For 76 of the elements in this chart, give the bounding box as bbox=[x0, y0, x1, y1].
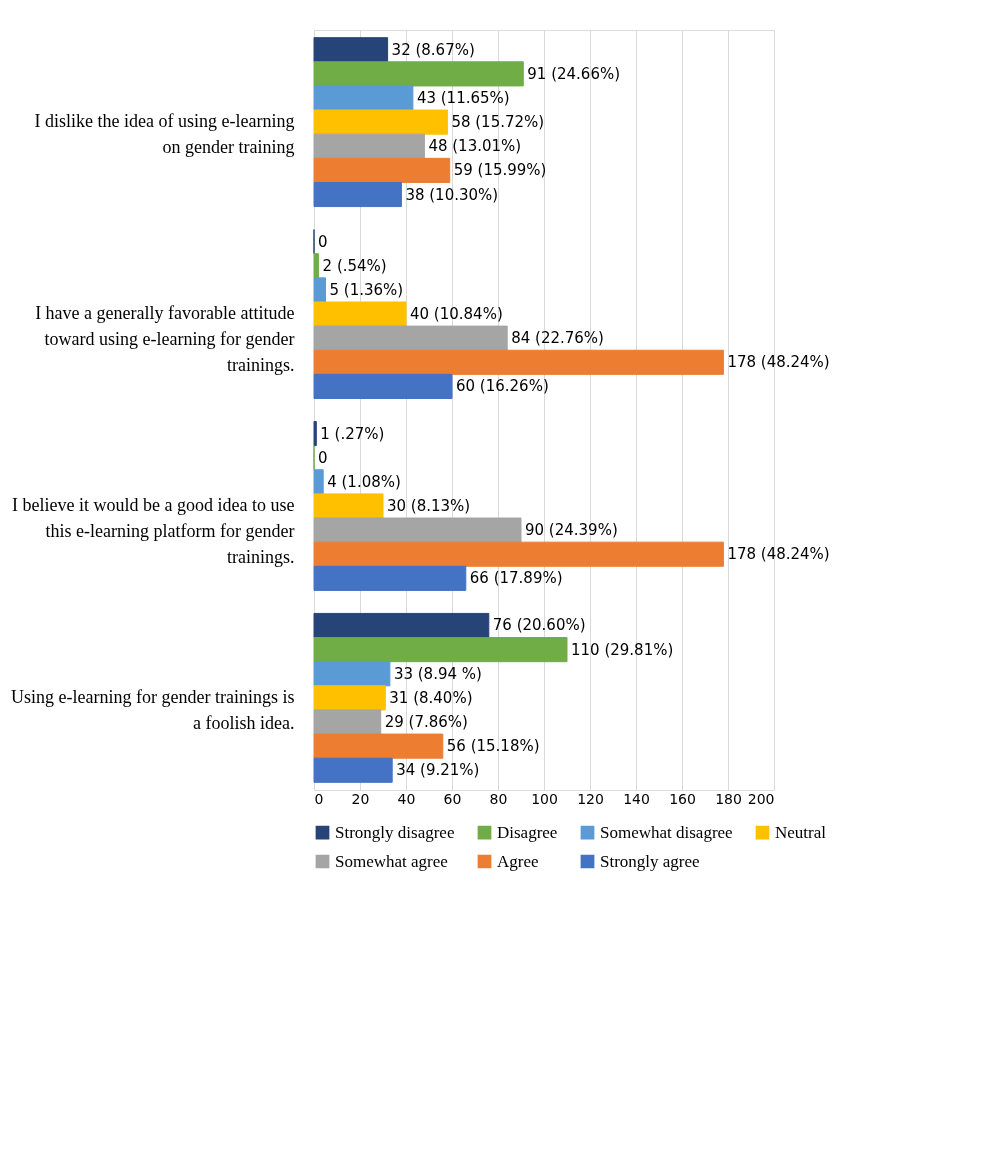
bar bbox=[313, 493, 384, 519]
data-label: 32 (8.67%) bbox=[391, 40, 475, 59]
bar bbox=[313, 109, 448, 135]
bar bbox=[313, 661, 391, 687]
data-label: 90 (24.39%) bbox=[525, 521, 618, 540]
bar bbox=[313, 685, 386, 711]
bar bbox=[313, 612, 490, 639]
data-label: 0 bbox=[318, 232, 328, 251]
data-label: 178 (48.24%) bbox=[727, 545, 830, 564]
bar bbox=[313, 349, 724, 375]
data-label: 34 (9.21%) bbox=[396, 761, 480, 780]
bar bbox=[313, 709, 382, 735]
data-label: 110 (29.81%) bbox=[571, 640, 674, 659]
x-tick-label: 200 bbox=[747, 790, 775, 807]
bar bbox=[313, 133, 425, 159]
x-tick-label: 0 bbox=[314, 790, 324, 807]
bar bbox=[313, 517, 522, 543]
x-tick-label: 20 bbox=[351, 790, 370, 807]
data-label: 2 (.54%) bbox=[322, 256, 387, 275]
data-label: 30 (8.13%) bbox=[387, 496, 471, 515]
data-label: 58 (15.72%) bbox=[451, 113, 545, 132]
data-label: 91 (24.66%) bbox=[527, 64, 621, 83]
x-tick-label: 60 bbox=[443, 790, 462, 807]
data-label: 5 (1.36%) bbox=[329, 280, 404, 299]
y-tick-label: I dislike the idea of using e-learning on gender training bbox=[34, 111, 295, 158]
data-label: 4 (1.08%) bbox=[327, 472, 401, 491]
legend-label: Agree bbox=[497, 851, 539, 871]
data-label: 31 (8.40%) bbox=[389, 688, 473, 707]
x-tick-label: 140 bbox=[623, 790, 650, 807]
x-tick-label: 100 bbox=[531, 790, 558, 807]
data-label: 40 (10.84%) bbox=[410, 305, 503, 324]
legend-label: Somewhat agree bbox=[335, 851, 448, 871]
bar bbox=[313, 85, 414, 111]
bar bbox=[313, 325, 508, 351]
bar bbox=[313, 37, 389, 63]
data-label: 56 (15.18%) bbox=[446, 737, 540, 756]
data-label: 1 (.27%) bbox=[320, 424, 385, 443]
y-tick-label: I have a generally favorable attitude toward using e-learning for gender trainings. bbox=[35, 303, 295, 376]
bar bbox=[313, 157, 451, 183]
bar bbox=[313, 301, 407, 327]
bar bbox=[313, 757, 393, 783]
data-label: 84 (22.76%) bbox=[511, 329, 604, 348]
bar bbox=[313, 181, 402, 208]
data-label: 59 (15.99%) bbox=[453, 161, 547, 180]
bar bbox=[313, 469, 324, 495]
x-tick-label: 40 bbox=[397, 790, 416, 807]
y-tick-label: Using e-learning for gender trainings is a foolish idea. bbox=[11, 686, 295, 733]
legend-label: Strongly agree bbox=[600, 851, 700, 871]
data-label: 48 (13.01%) bbox=[428, 137, 522, 156]
legend-label: Strongly disagree bbox=[335, 822, 455, 842]
bar bbox=[313, 253, 320, 279]
x-tick-label: 120 bbox=[577, 790, 604, 807]
data-label: 60 (16.26%) bbox=[456, 377, 549, 396]
legend-label: Disagree bbox=[497, 822, 558, 842]
bar bbox=[313, 373, 453, 399]
legend-label: Somewhat disagree bbox=[600, 822, 733, 842]
bar bbox=[313, 277, 326, 303]
bar bbox=[313, 565, 467, 591]
data-label: 178 (48.24%) bbox=[727, 353, 830, 372]
data-label: 76 (20.60%) bbox=[492, 616, 586, 635]
data-label: 33 (8.94 %) bbox=[393, 664, 482, 683]
data-label: 0 bbox=[318, 448, 328, 467]
data-label: 38 (10.30%) bbox=[405, 185, 499, 204]
x-tick-label: 180 bbox=[715, 790, 742, 807]
x-tick-label: 80 bbox=[489, 790, 508, 807]
bar bbox=[313, 61, 524, 87]
bar bbox=[313, 733, 444, 759]
x-tick-label: 160 bbox=[669, 790, 696, 807]
bar bbox=[313, 541, 724, 567]
bar bbox=[313, 637, 568, 663]
y-tick-label: I believe it would be a good idea to use this e-learning platform for gender trainings. bbox=[12, 494, 295, 567]
data-label: 66 (17.89%) bbox=[469, 569, 563, 588]
data-label: 29 (7.86%) bbox=[384, 713, 468, 732]
bar bbox=[313, 421, 317, 447]
legend-label: Neutral bbox=[775, 822, 827, 842]
data-label: 43 (11.65%) bbox=[416, 88, 510, 107]
